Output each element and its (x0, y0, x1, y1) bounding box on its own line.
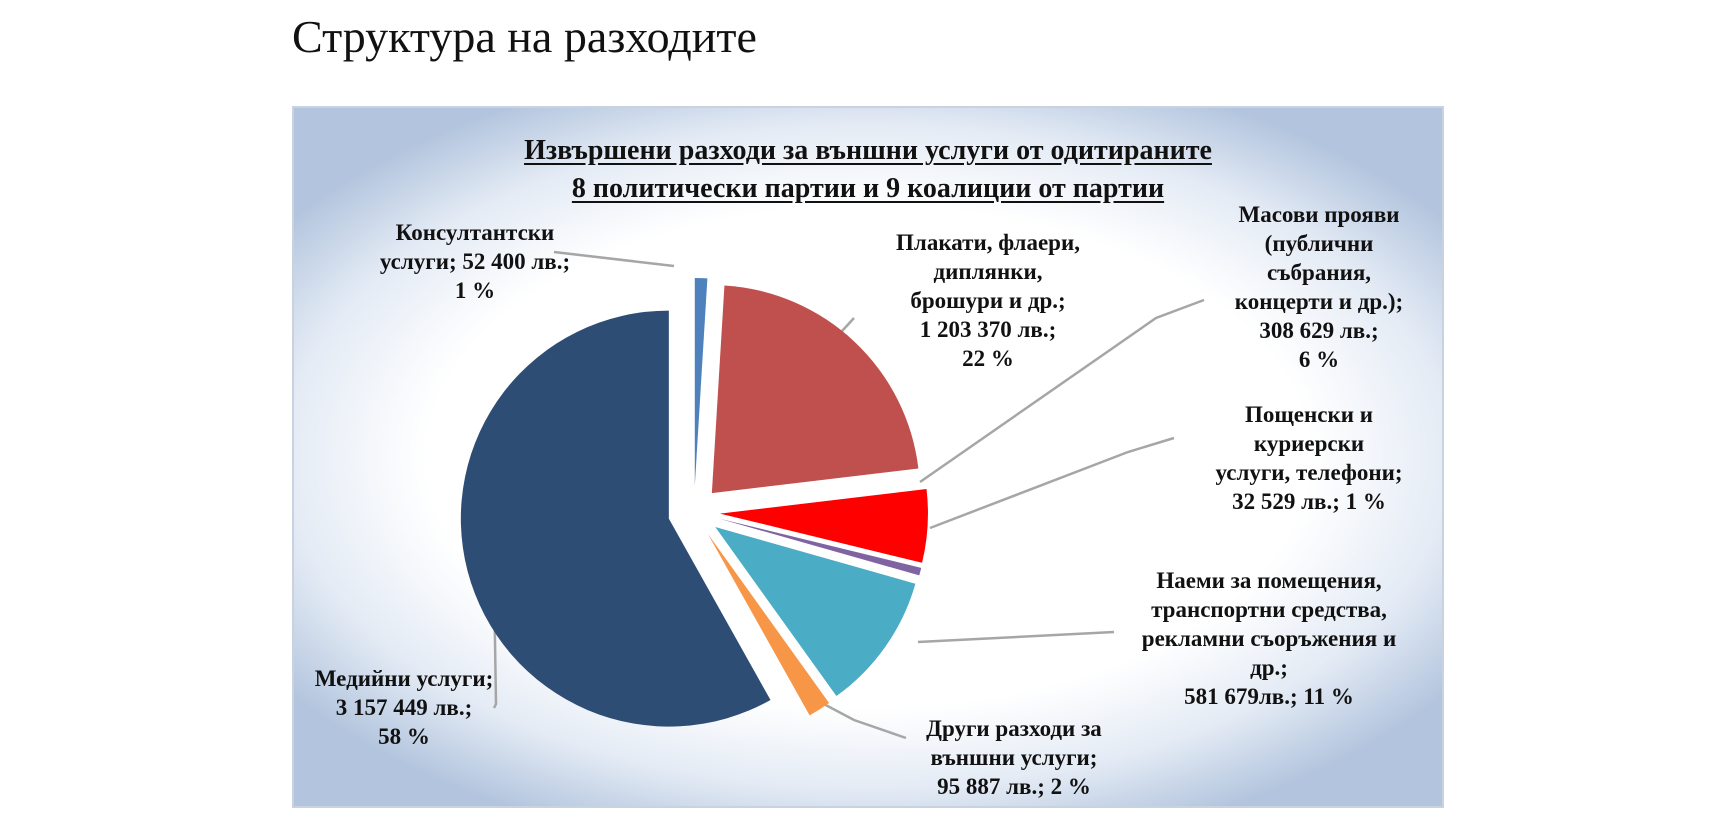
slice-label-line: Масови прояви (1238, 202, 1400, 227)
pie-slice-other-services (707, 533, 830, 716)
slice-label-line: 3 157 449 лв.; (335, 695, 473, 720)
slice-label-line: събрания, (1266, 260, 1372, 285)
slice-label-line: 6 % (1298, 347, 1340, 372)
leader-line-other-services (819, 700, 907, 740)
slice-label-postal-courier: Пощенски и куриерски услуги, телефони; 32 5… (1194, 400, 1424, 516)
slice-label-line: външни услуги; (930, 745, 1098, 770)
slice-label-line: Плакати, флаери, (896, 230, 1080, 255)
pie-chart-frame: Извършени разходи за външни услуги от од… (292, 106, 1444, 808)
slice-label-line: Консултантски (395, 220, 555, 245)
leader-line-rentals (917, 630, 1115, 644)
chart-title: Извършени разходи за външни услуги от од… (294, 132, 1442, 208)
slice-label-rentals: Наеми за помещения, транспортни средства,… (1114, 566, 1424, 711)
slice-label-line: концерти и др.); (1234, 289, 1404, 314)
pie-slice-rentals (715, 526, 916, 697)
slice-label-line: 581 679лв.; 11 % (1184, 684, 1354, 709)
chart-title-line-1: Извършени разходи за външни услуги от од… (524, 135, 1212, 166)
slice-label-line: Други разходи за (926, 716, 1102, 741)
slice-label-line: др.; (1250, 655, 1288, 680)
leader-lines (492, 250, 1205, 740)
slice-label-line: услуги; 52 400 лв.; (379, 249, 571, 274)
pie-slice-consulting (694, 278, 708, 487)
slice-label-media-services: Медийни услуги; 3 157 449 лв.; 58 % (294, 664, 514, 751)
pie-slice-media-services (460, 310, 771, 727)
pie-chart-svg (460, 250, 1205, 740)
page-heading: Структура на разходите (292, 11, 757, 62)
slice-label-line: Наеми за помещения, (1156, 568, 1382, 593)
slice-label-line: транспортни средства, (1151, 597, 1387, 622)
leader-line-consulting (553, 250, 675, 268)
slice-label-line: 308 629 лв.; (1259, 318, 1379, 343)
leader-line-mass-events (919, 298, 1205, 484)
slice-label-posters-flyers: Плакати, флаери, диплянки, брошури и др.; 1… (872, 228, 1104, 373)
slice-label-other-services: Други разходи за външни услуги; 95 887 лв.… (894, 714, 1134, 801)
slice-label-line: услуги, телефони; (1215, 460, 1403, 485)
slice-label-line: (публични (1264, 231, 1374, 256)
pie-slice-mass-events (719, 489, 928, 563)
slice-label-consulting: Консултантски услуги; 52 400 лв.; 1 % (360, 218, 590, 305)
pie-slice-posters-flyers (711, 285, 919, 494)
slice-label-line: Пощенски и (1245, 402, 1373, 427)
pie-slice-postal-courier (719, 518, 922, 576)
leader-line-postal-courier (929, 436, 1175, 530)
slice-label-line: 32 529 лв.; 1 % (1232, 489, 1386, 514)
slice-label-line: куриерски (1253, 431, 1365, 456)
slice-label-line: 95 887 лв.; 2 % (937, 774, 1091, 799)
slice-label-line: 1 203 370 лв.; (919, 317, 1057, 342)
slice-label-line: 58 % (378, 724, 430, 749)
slice-label-line: рекламни съоръжения и (1141, 626, 1397, 651)
slice-label-line: диплянки, (933, 259, 1043, 284)
slice-label-line: 1 % (454, 278, 496, 303)
slice-label-line: 22 % (962, 346, 1014, 371)
slice-label-line: брошури и др.; (910, 288, 1066, 313)
chart-title-line-2: 8 политически партии и 9 коалиции от пар… (571, 173, 1165, 204)
slice-label-line: Медийни услуги; (314, 666, 494, 691)
slice-label-mass-events: Масови прояви (публични събрания, концерти … (1214, 200, 1424, 374)
pie-slices (460, 278, 928, 727)
